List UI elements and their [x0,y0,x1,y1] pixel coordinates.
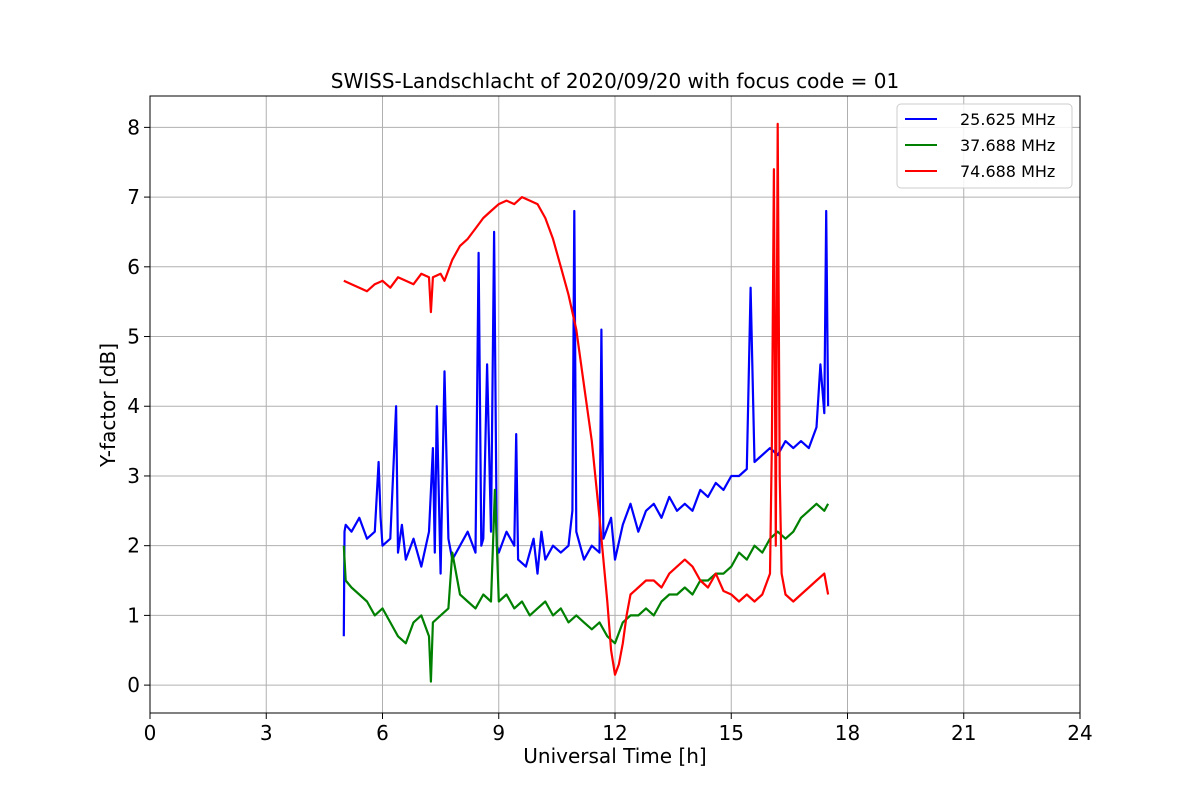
y-tick-label: 8 [127,115,140,139]
legend: 25.625 MHz 37.688 MHz 74.688 MHz [896,103,1073,189]
y-tick-label: 2 [127,534,140,558]
x-tick-label: 0 [144,721,157,745]
legend-label: 25.625 MHz [960,110,1055,129]
y-axis-label: Y-factor [dB] [96,343,120,468]
x-tick-label: 9 [492,721,505,745]
x-axis-label: Universal Time [h] [523,744,706,768]
x-tick-label: 21 [951,721,976,745]
y-tick-label: 4 [127,394,140,418]
legend-label: 37.688 MHz [960,136,1055,155]
series-line-74-688-mhz [343,122,830,676]
x-tick-label: 18 [835,721,860,745]
y-tick-label: 7 [127,185,140,209]
x-tick-label: 3 [260,721,273,745]
y-tick-label: 0 [127,673,140,697]
y-tick-label: 5 [127,325,140,349]
y-tick-label: 1 [127,603,140,627]
x-tick-label: 15 [719,721,744,745]
chart-title: SWISS-Landschlacht of 2020/09/20 with fo… [331,69,899,93]
series-layer [342,122,830,683]
x-tick-label: 24 [1067,721,1092,745]
x-tick-label: 6 [376,721,389,745]
y-tick-label: 6 [127,255,140,279]
x-tick-label: 12 [602,721,627,745]
legend-box [896,103,1073,189]
series-line-25-625-mhz [342,209,830,637]
legend-label: 74.688 MHz [960,162,1055,181]
y-tick-label: 3 [127,464,140,488]
series-line-37-688-mhz [342,488,830,683]
